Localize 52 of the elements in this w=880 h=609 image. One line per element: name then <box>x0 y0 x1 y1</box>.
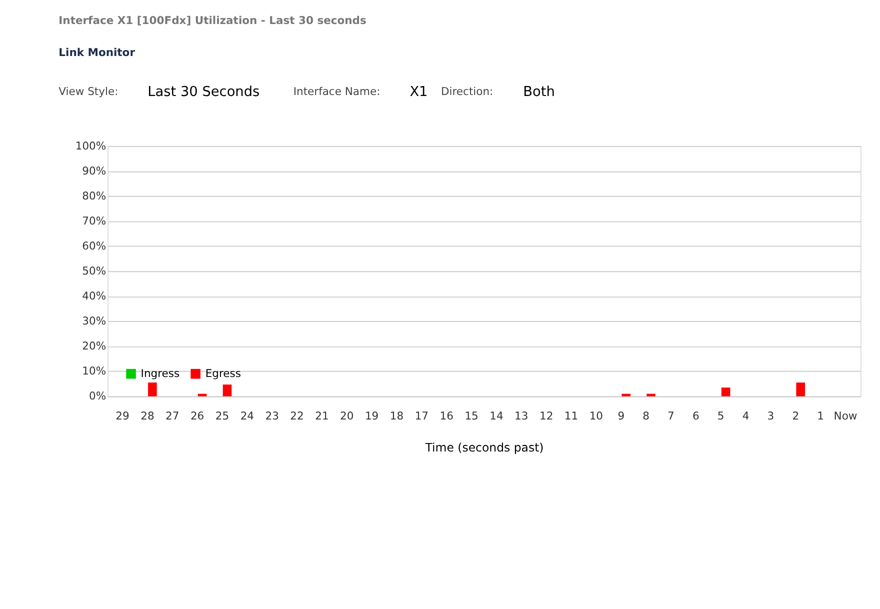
x-tick-label: 2 <box>792 409 800 422</box>
x-tick-label: 1 <box>817 409 824 422</box>
x-tick-label: 22 <box>290 409 304 422</box>
y-tick-label: 90% <box>82 164 106 178</box>
x-tick-label: 12 <box>539 409 554 422</box>
y-tick-label: 40% <box>82 290 106 303</box>
x-tick-label: 18 <box>390 409 404 422</box>
x-tick-label: 21 <box>315 409 329 422</box>
x-tick-label: 16 <box>440 409 454 422</box>
x-tick-label: Now <box>834 409 858 422</box>
x-tick-label: 15 <box>464 409 478 422</box>
y-tick-label: 70% <box>82 214 106 228</box>
y-tick-label: 20% <box>82 340 106 353</box>
y-tick-label: 30% <box>82 314 106 328</box>
y-tick-label: 50% <box>82 264 106 278</box>
text: X1 <box>410 84 428 100</box>
x-tick-label: 5 <box>717 409 724 422</box>
x-tick-label: 7 <box>668 409 674 422</box>
x-tick-label: 11 <box>564 409 578 422</box>
chart-title: Interface X1 [100Fdx] Utilization - Last 30 seconds <box>58 14 366 27</box>
legend-label: Ingress <box>140 366 180 380</box>
x-tick-label: 28 <box>140 409 154 422</box>
y-tick-label: 100% <box>75 139 106 152</box>
text: Last 30 Seconds <box>148 84 260 100</box>
x-tick-label: 3 <box>767 409 774 422</box>
legend-label: Egress <box>205 366 242 380</box>
x-axis-title: Time (seconds past) <box>424 440 544 455</box>
y-tick-label: 80% <box>82 189 106 202</box>
x-tick-label: 8 <box>642 409 650 422</box>
x-tick-label: 17 <box>414 409 429 422</box>
y-tick-label: 0% <box>89 390 106 403</box>
x-tick-label: 13 <box>514 409 528 422</box>
text: Direction: <box>440 85 494 98</box>
text: Link Monitor <box>58 46 136 60</box>
x-tick-label: 9 <box>618 409 625 422</box>
x-tick-label: 4 <box>742 409 750 422</box>
x-tick-label: 10 <box>589 409 604 422</box>
x-tick-label: 19 <box>364 409 379 422</box>
text: Both <box>523 84 555 100</box>
x-tick-label: 29 <box>116 409 130 422</box>
x-tick-label: 24 <box>240 409 254 422</box>
text: Interface Name: <box>293 85 380 98</box>
y-tick-label: 10% <box>82 364 106 378</box>
x-tick-label: 25 <box>215 409 230 422</box>
x-tick-label: 26 <box>190 409 204 422</box>
x-tick-label: 14 <box>490 409 504 422</box>
x-tick-label: 20 <box>340 409 354 422</box>
x-tick-label: 6 <box>692 409 700 422</box>
text: View Style: <box>58 85 118 98</box>
y-tick-label: 60% <box>82 240 106 253</box>
x-tick-label: 27 <box>166 409 180 422</box>
x-tick-label: 23 <box>265 409 279 422</box>
